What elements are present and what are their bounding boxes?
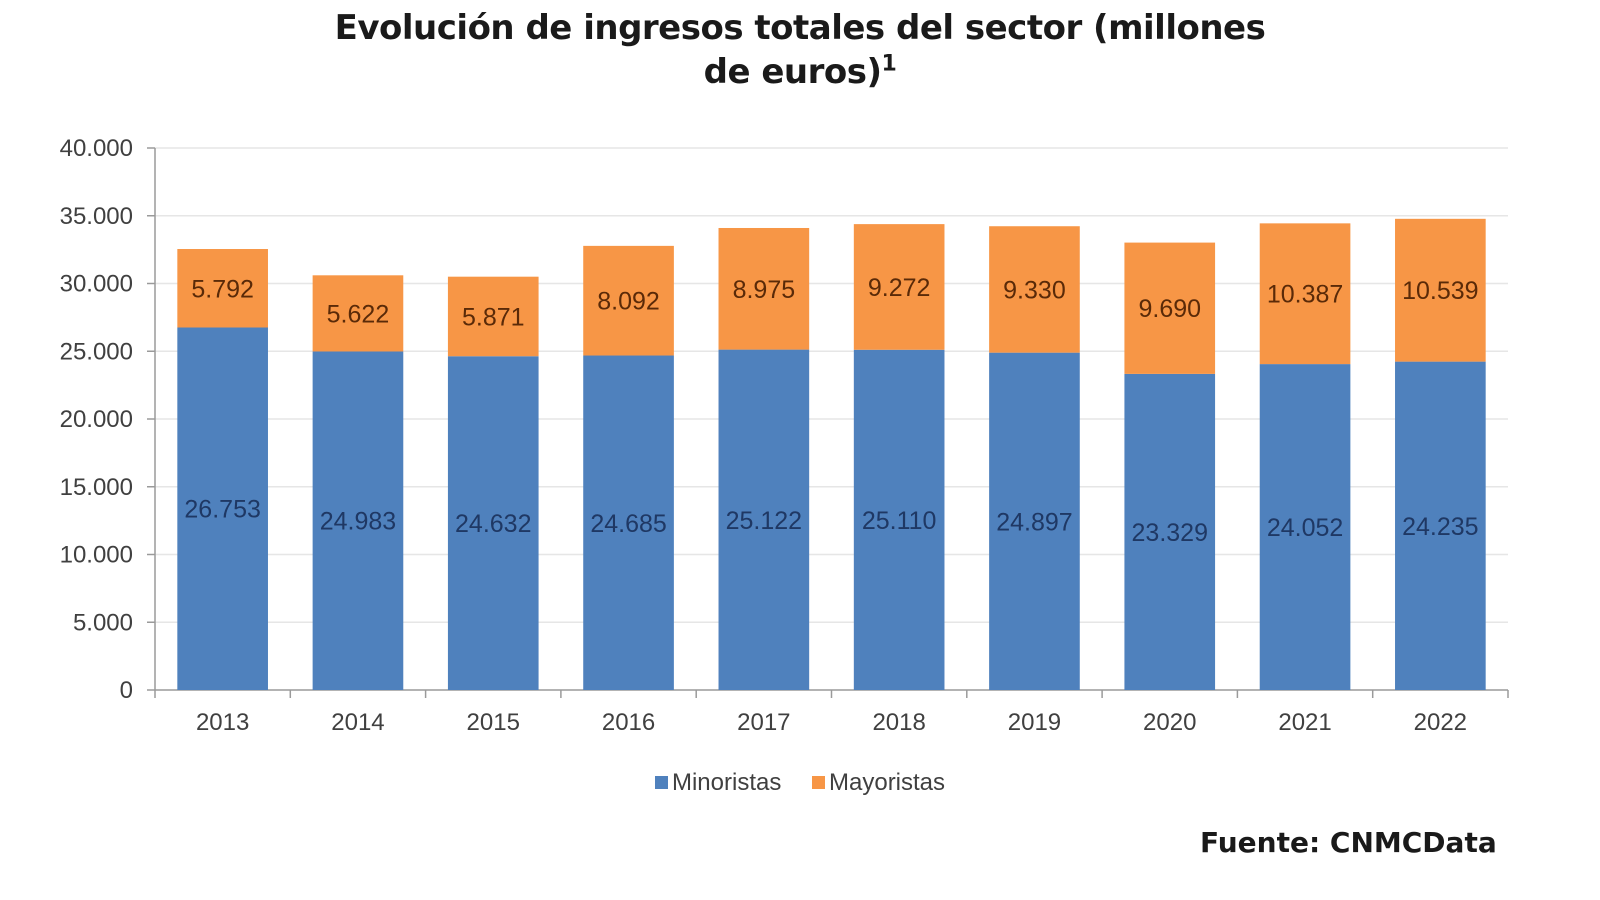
legend-item-mayoristas: Mayoristas xyxy=(812,769,945,797)
x-tick-label: 2015 xyxy=(467,709,520,736)
bar-minoristas-2017 xyxy=(718,349,810,690)
data-label-minoristas: 24.052 xyxy=(1267,514,1343,542)
bar-mayoristas-2014 xyxy=(312,275,404,352)
bar-minoristas-2022 xyxy=(1395,361,1486,690)
bar-minoristas-2013 xyxy=(177,327,268,690)
x-tick-label: 2018 xyxy=(872,709,925,736)
data-label-mayoristas: 10.539 xyxy=(1402,277,1478,305)
legend: Minoristas Mayoristas xyxy=(0,768,1600,797)
data-label-minoristas: 23.329 xyxy=(1132,519,1208,547)
data-label-mayoristas: 10.387 xyxy=(1267,281,1343,309)
bar-minoristas-2014 xyxy=(312,351,404,690)
data-label-mayoristas: 5.622 xyxy=(327,300,390,328)
x-tick-label: 2022 xyxy=(1414,709,1467,736)
x-tick-label: 2013 xyxy=(196,709,249,736)
legend-swatch-minoristas xyxy=(654,776,668,789)
chart-title-line1: Evolución de ingresos totales del sector… xyxy=(334,8,1266,48)
y-tick-label: 15.000 xyxy=(60,474,133,501)
y-tick-label: 40.000 xyxy=(60,135,133,162)
x-axis: 2013 2014 2015 2016 2017 2018 2019 2020 2021 2022 xyxy=(154,689,1509,736)
data-labels: 26.753 5.792 24.983 5.622 24.632 5.871 24.685 8… xyxy=(184,274,1478,547)
bars xyxy=(177,218,1486,690)
bar-mayoristas-2018 xyxy=(853,224,945,350)
x-tick-label: 2017 xyxy=(737,709,790,736)
bar-minoristas-2015 xyxy=(447,356,539,690)
x-tick-label: 2020 xyxy=(1143,709,1196,736)
bar-mayoristas-2016 xyxy=(583,245,674,356)
y-tick-label: 20.000 xyxy=(60,406,133,433)
chart-title: Evolución de ingresos totales del sector… xyxy=(0,6,1600,94)
bar-mayoristas-2017 xyxy=(718,227,810,350)
bar-minoristas-2016 xyxy=(583,355,674,690)
data-label-mayoristas: 5.871 xyxy=(462,303,525,331)
bar-mayoristas-2020 xyxy=(1124,242,1216,374)
y-tick-label: 30.000 xyxy=(60,271,133,298)
data-label-minoristas: 24.897 xyxy=(996,508,1072,536)
y-tick-label: 25.000 xyxy=(60,338,133,365)
data-label-minoristas: 26.753 xyxy=(184,496,260,524)
legend-label-mayoristas: Mayoristas xyxy=(829,768,946,796)
chart-title-line2: de euros)1 xyxy=(0,50,1600,94)
bar-mayoristas-2021 xyxy=(1259,223,1351,365)
data-label-mayoristas: 9.330 xyxy=(1003,276,1066,304)
y-tick-label: 0 xyxy=(120,677,133,704)
bar-mayoristas-2015 xyxy=(447,276,539,357)
y-axis: 0 5.000 10.000 15.000 20.000 25.000 30.000 35.0… xyxy=(60,135,156,704)
bar-minoristas-2021 xyxy=(1259,364,1351,690)
legend-item-minoristas: Minoristas xyxy=(654,768,782,797)
x-tick-label: 2014 xyxy=(331,709,384,736)
bar-mayoristas-2022 xyxy=(1395,218,1486,362)
x-tick-label: 2019 xyxy=(1008,709,1061,736)
data-label-minoristas: 24.983 xyxy=(320,508,396,536)
title-footnote: 1 xyxy=(881,51,897,77)
y-tick-label: 35.000 xyxy=(60,203,133,230)
bar-mayoristas-2019 xyxy=(989,226,1080,353)
data-label-mayoristas: 9.690 xyxy=(1138,295,1201,323)
data-label-minoristas: 24.632 xyxy=(455,510,531,538)
chart-title-line2-text: de euros) xyxy=(703,52,882,92)
bar-minoristas-2018 xyxy=(853,349,945,690)
bar-minoristas-2020 xyxy=(1124,373,1216,690)
legend-label-minoristas: Minoristas xyxy=(671,768,782,796)
y-tick-label: 10.000 xyxy=(60,542,133,569)
data-label-minoristas: 25.122 xyxy=(726,507,802,535)
data-label-mayoristas: 8.092 xyxy=(597,288,660,316)
data-label-minoristas: 25.110 xyxy=(862,507,937,535)
data-label-mayoristas: 8.975 xyxy=(733,276,796,304)
data-label-minoristas: 24.235 xyxy=(1402,513,1478,541)
source-note: Fuente: CNMCData xyxy=(1200,826,1497,859)
bar-mayoristas-2013 xyxy=(177,249,268,328)
legend-swatch-mayoristas xyxy=(812,776,825,789)
data-label-mayoristas: 5.792 xyxy=(191,275,254,303)
bar-minoristas-2019 xyxy=(989,352,1080,690)
data-label-minoristas: 24.685 xyxy=(590,510,666,538)
data-label-mayoristas: 9.272 xyxy=(868,274,931,302)
x-tick-label: 2016 xyxy=(602,709,655,736)
y-tick-label: 5.000 xyxy=(73,609,133,636)
x-tick-label: 2021 xyxy=(1278,709,1331,736)
